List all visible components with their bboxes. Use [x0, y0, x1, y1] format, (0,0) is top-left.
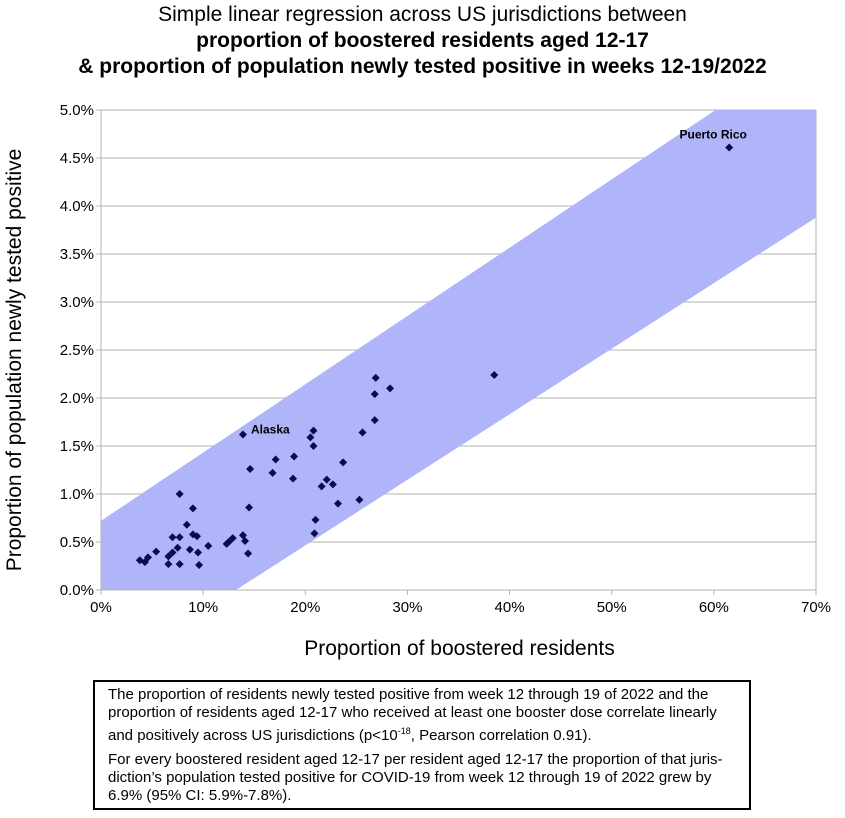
point-annotation: Puerto Rico: [680, 127, 747, 141]
point-annotation: Alaska: [251, 422, 290, 436]
explanation-paragraph-1: The proportion of residents newly tested…: [108, 686, 740, 745]
x-tick-label: 70%: [801, 599, 831, 616]
data-point: [244, 549, 253, 558]
data-point: [370, 416, 379, 425]
data-point: [168, 533, 177, 542]
data-point: [164, 552, 173, 561]
data-point: [238, 430, 247, 439]
y-tick-label: 4.5%: [60, 150, 94, 167]
data-point: [152, 547, 161, 556]
data-point: [306, 433, 315, 442]
data-point: [188, 504, 197, 513]
confidence-band: [101, 110, 816, 590]
x-tick-label: 0%: [90, 599, 112, 616]
data-point: [289, 474, 298, 483]
y-tick-label: 3.5%: [60, 246, 94, 263]
data-point: [371, 373, 380, 382]
data-point: [238, 531, 247, 540]
data-point: [309, 442, 318, 450]
explanation-paragraph-2: For every boostered resident aged 12-17 …: [108, 751, 723, 804]
y-tick-label: 4.0%: [60, 198, 94, 215]
data-point: [333, 499, 342, 508]
data-point: [268, 468, 277, 477]
data-point: [328, 480, 337, 489]
x-tick-label: 30%: [392, 599, 422, 616]
explanation-box: The proportion of residents newly tested…: [93, 680, 751, 810]
data-point: [204, 541, 213, 550]
data-point: [173, 543, 182, 552]
data-point: [309, 426, 318, 435]
data-point: [175, 560, 184, 569]
y-tick-label: 2.0%: [60, 390, 94, 407]
x-axis-title: Proportion of boostered residents: [304, 637, 615, 660]
data-point: [490, 370, 499, 379]
y-tick-label: 1.0%: [60, 486, 94, 503]
data-point: [725, 143, 734, 152]
title-line-3: & proportion of population newly tested …: [78, 55, 767, 78]
title-line-1: Simple linear regression across US juris…: [158, 3, 687, 26]
data-point: [310, 529, 319, 538]
x-tick-label: 10%: [188, 599, 218, 616]
data-point: [290, 452, 299, 461]
data-point: [164, 560, 173, 569]
x-tick-label: 20%: [290, 599, 320, 616]
y-tick-label: 3.0%: [60, 294, 94, 311]
p-value-exponent: -18: [397, 726, 411, 736]
data-point: [311, 515, 320, 524]
data-point: [322, 475, 331, 484]
data-point: [185, 545, 194, 554]
y-axis-title: Proportion of population newly tested po…: [3, 149, 26, 572]
data-point: [222, 539, 231, 548]
data-point: [317, 482, 326, 491]
data-point: [271, 455, 280, 464]
data-point: [175, 533, 184, 542]
x-tick-label: 60%: [699, 599, 729, 616]
scatter-chart: 0.0% 0.5% 1.0% 1.5% 2.0% 2.5% 3.0% 3.5% 4.0% 4.5%…: [3, 102, 831, 660]
title-line-2: proportion of boostered residents aged 1…: [196, 29, 649, 52]
data-point: [358, 428, 367, 437]
data-point: [175, 490, 184, 498]
x-tick-label: 40%: [495, 599, 525, 616]
data-point: [245, 503, 254, 512]
explanation-text-1b: , Pearson correlation 0.91).: [410, 727, 592, 744]
data-point: [355, 495, 364, 504]
explanation-text-1a: The proportion of residents newly tested…: [108, 686, 717, 744]
y-tick-label: 2.5%: [60, 342, 94, 359]
data-point: [182, 520, 191, 529]
data-point: [135, 556, 144, 565]
data-point: [188, 530, 197, 539]
chart-title: Simple linear regression across US juris…: [0, 2, 845, 80]
y-tick-label: 0.0%: [60, 582, 94, 599]
y-tick-label: 0.5%: [60, 534, 94, 551]
data-point: [386, 384, 395, 393]
y-tick-label: 5.0%: [60, 102, 94, 119]
y-tick-label: 1.5%: [60, 438, 94, 455]
x-tick-label: 50%: [597, 599, 627, 616]
data-point: [194, 548, 203, 557]
data-point: [246, 465, 255, 474]
data-point: [370, 390, 379, 399]
data-point: [195, 561, 204, 570]
data-point: [339, 458, 348, 467]
